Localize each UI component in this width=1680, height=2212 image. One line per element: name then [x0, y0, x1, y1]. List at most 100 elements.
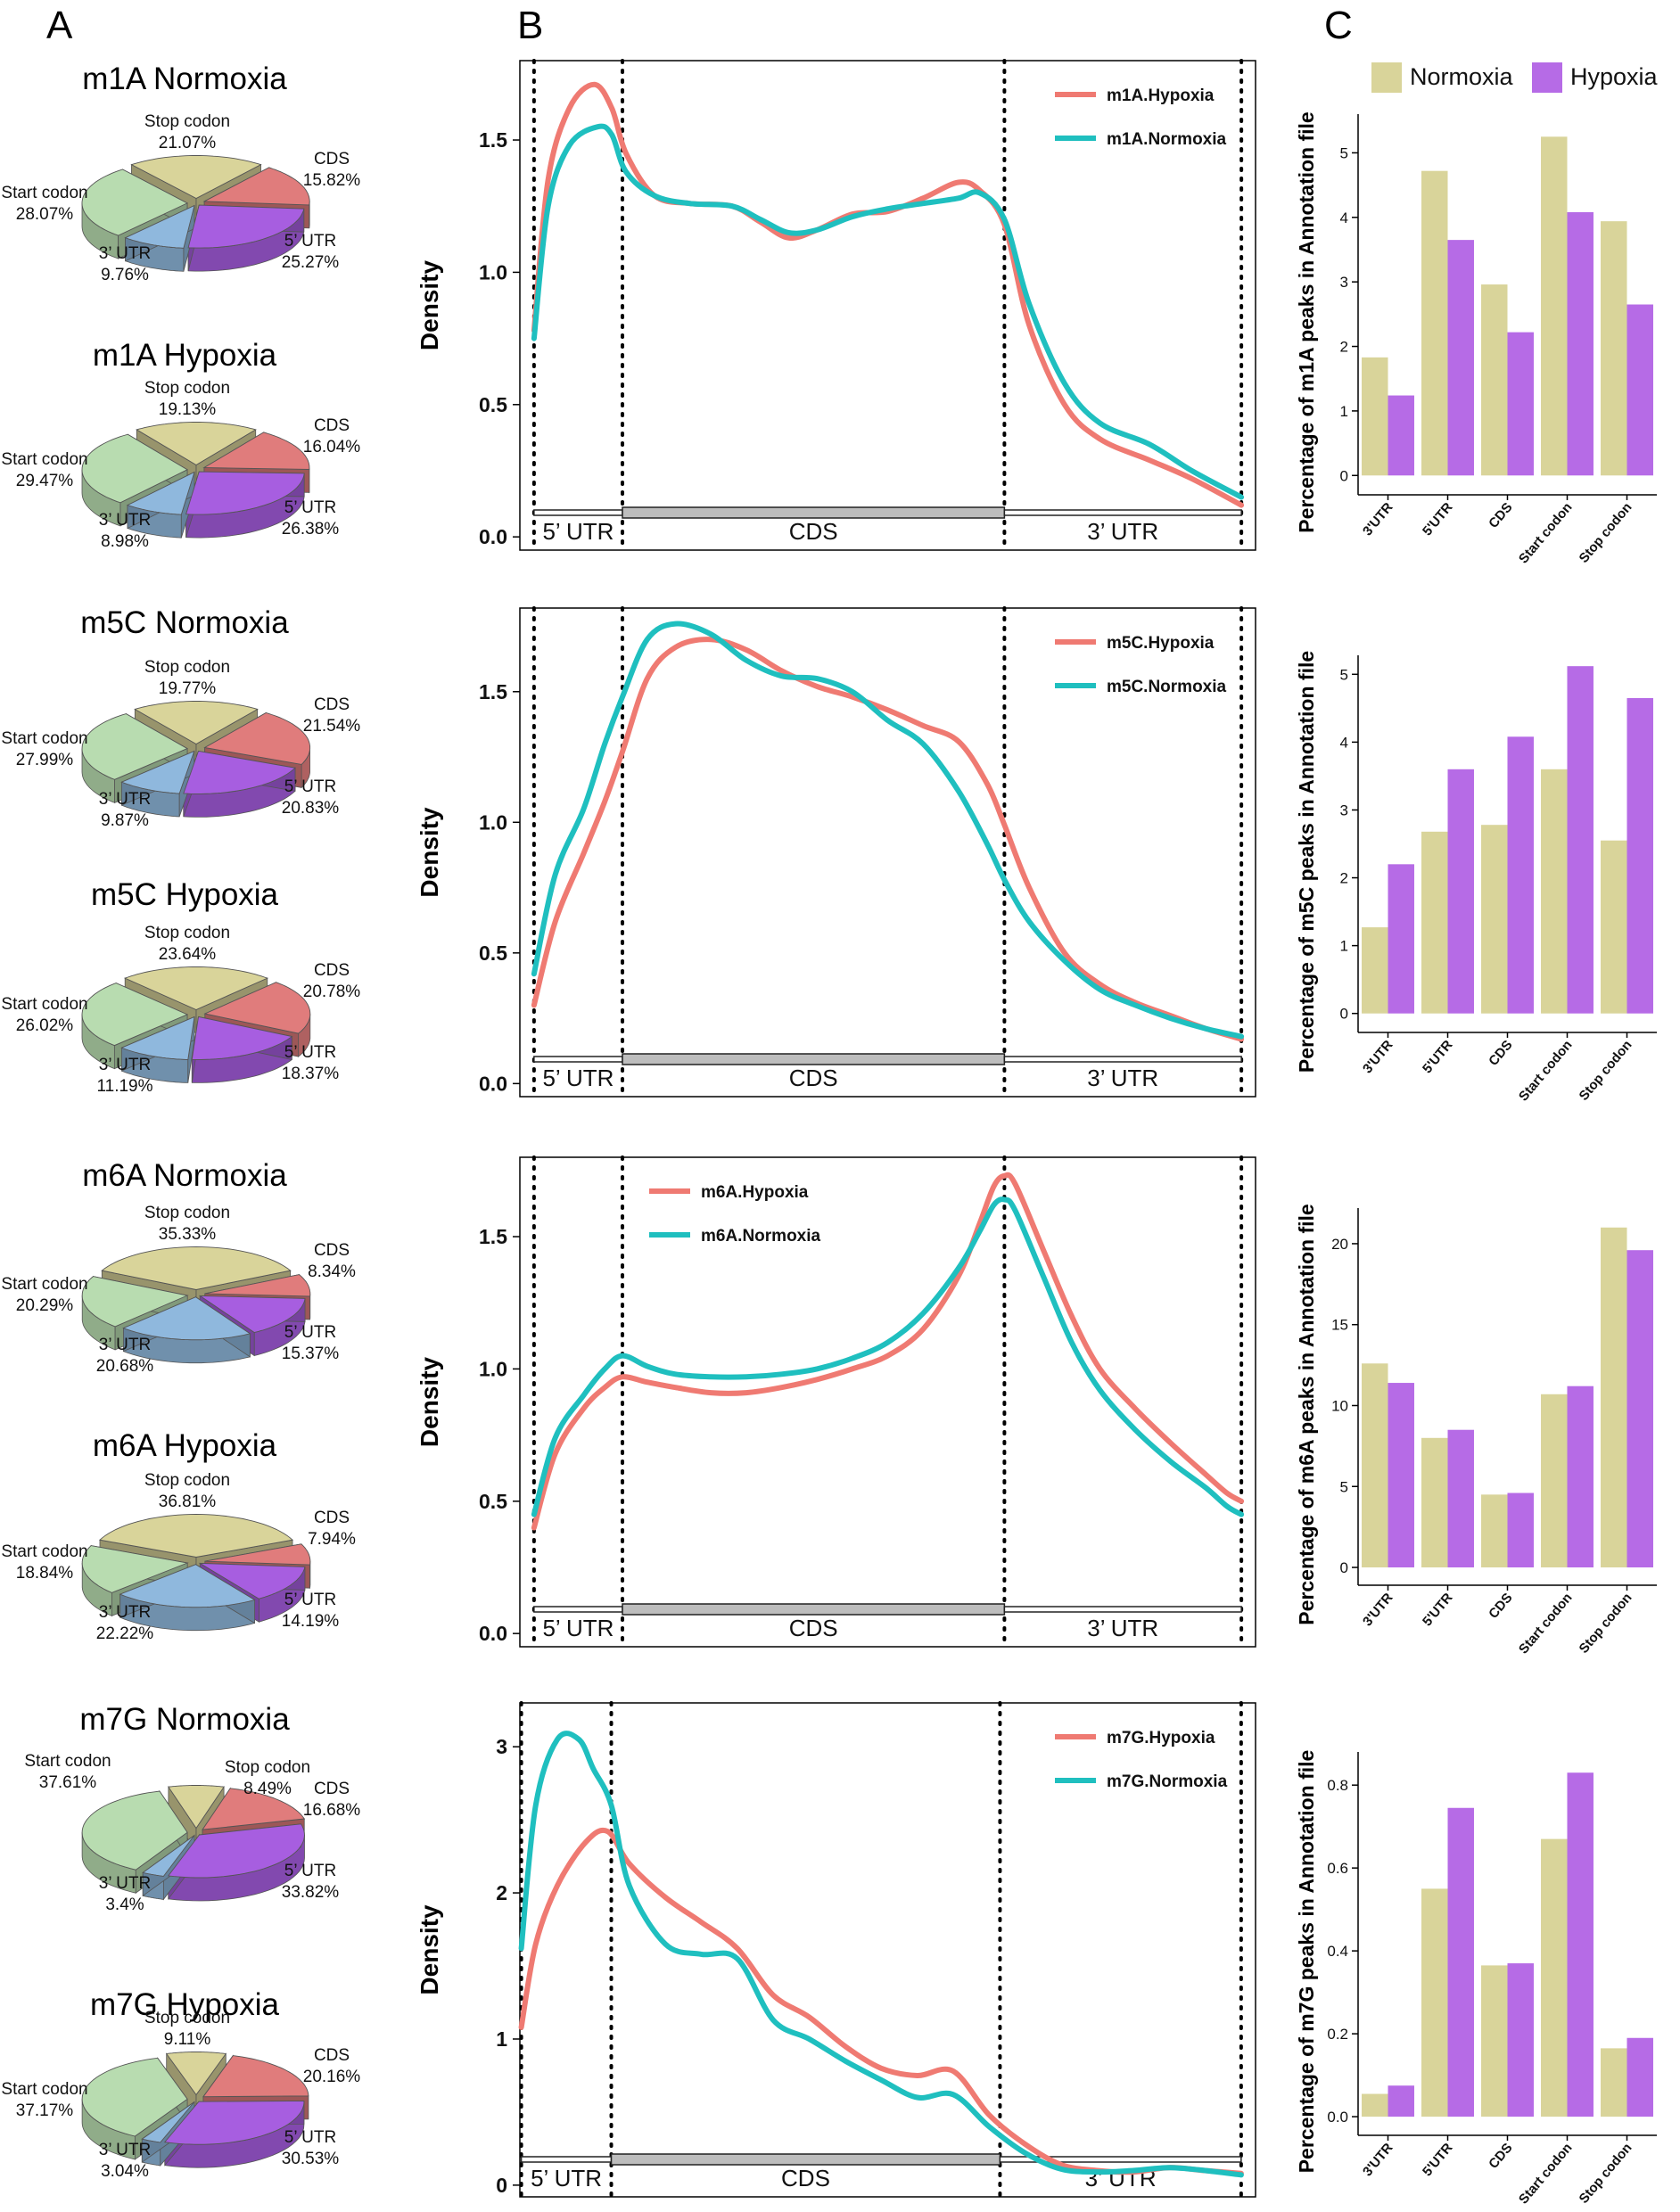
pie-label-name: Stop codon — [225, 1758, 310, 1777]
pie-title: m6A Hypoxia — [93, 1428, 277, 1463]
pie-label-name: CDS — [314, 1509, 350, 1527]
bar-hypoxia-5-utr — [1447, 240, 1474, 476]
legend-label-m5c-normoxia: m5C.Normoxia — [1107, 678, 1227, 696]
pie-label-name: CDS — [314, 1241, 350, 1260]
line-series-m6a-hypoxia — [531, 1172, 1245, 1531]
pie-label-value: 9.87% — [101, 811, 149, 830]
region-bar-cds — [610, 2153, 1001, 2166]
bar-hypoxia-start-codon — [1567, 212, 1594, 476]
y-tick-label: 0 — [1340, 1006, 1348, 1023]
pie-slice-stop-codon — [165, 2052, 227, 2096]
region-label-3utr: 3’ UTR — [1087, 1065, 1158, 1091]
pie-label-name: 5’ UTR — [284, 232, 336, 251]
pie-slice-cds — [202, 1788, 306, 1830]
legend-label-m5c-hypoxia: m5C.Hypoxia — [1107, 634, 1215, 653]
y-tick-label: 20 — [1331, 1236, 1348, 1253]
y-tick-label: 0.4 — [1327, 1943, 1348, 1960]
y-axis-title: Density — [416, 1904, 443, 1995]
region-label-5utr: 5’ UTR — [542, 518, 614, 545]
bar-normoxia-5-utr — [1421, 170, 1448, 476]
pie-label-name: 5’ UTR — [284, 498, 336, 517]
y-tick-label: 0.5 — [479, 393, 507, 416]
pie-label-value: 26.02% — [16, 1016, 74, 1035]
pie-label-name: 5’ UTR — [284, 2128, 336, 2147]
bar-hypoxia-5-utr — [1447, 1807, 1474, 2117]
y-tick-label: 3 — [1340, 802, 1348, 818]
region-bar-3utr — [999, 2156, 1242, 2163]
bar-hypoxia-stop-codon — [1626, 304, 1653, 476]
pie-label-value: 15.37% — [282, 1344, 340, 1363]
legend-label-m1a-normoxia: m1A.Normoxia — [1107, 130, 1227, 149]
y-tick-label: 1.0 — [479, 1357, 507, 1380]
pie-label-value: 28.07% — [16, 205, 74, 224]
pie-slice-stop-codon — [130, 155, 262, 200]
legend-swatch-hypoxia — [1532, 62, 1562, 93]
y-tick-label: 1 — [1340, 938, 1348, 955]
pie-label-value: 3.04% — [101, 2162, 149, 2181]
pie-label-value: 16.68% — [303, 1801, 361, 1820]
bar-hypoxia-3-utr — [1388, 2085, 1414, 2117]
pie-label-name: CDS — [314, 1780, 350, 1798]
region-label-cds: CDS — [789, 1065, 838, 1091]
y-tick-label: 0.5 — [479, 942, 507, 965]
pie-slice-3-utr — [119, 1564, 256, 1608]
pie-slice-5-utr — [167, 1823, 305, 1879]
region-bar-5utr — [533, 1056, 623, 1063]
bar-hypoxia-cds — [1507, 1492, 1534, 1568]
pie-slice-cds — [202, 432, 310, 470]
bar-normoxia-stop-codon — [1601, 840, 1627, 1014]
bar-hypoxia-3-utr — [1388, 1383, 1414, 1568]
y-tick-label: 5 — [1340, 1478, 1348, 1495]
pie-label-value: 7.94% — [308, 1530, 356, 1549]
y-tick-label: 5 — [1340, 144, 1348, 161]
pie-label-value: 20.78% — [303, 983, 361, 1001]
y-tick-label: 1 — [496, 2027, 507, 2051]
pie-label-name: 3’ UTR — [99, 790, 151, 809]
region-label-cds: CDS — [789, 1615, 838, 1641]
density-plot-3: 0.0 0.5 1.0 1.5 Density 5’ UTR CDS 3’ UTR m6A.Hy… — [416, 1155, 1256, 1649]
pie-slice-start-codon — [81, 433, 188, 504]
panel-b-density-plots: 0.0 0.5 1.0 1.5 Density 5’ UTR CDS 3’ UTR m1A.Hy… — [416, 59, 1256, 2199]
legend-label-m7g-normoxia: m7G.Normoxia — [1107, 1772, 1228, 1791]
pie-label-value: 8.34% — [308, 1262, 356, 1281]
pie-label-value: 19.77% — [159, 679, 217, 698]
region-label-3utr: 3’ UTR — [1087, 518, 1158, 545]
bar-normoxia-3-utr — [1362, 357, 1388, 476]
pie-label-value: 37.61% — [39, 1773, 97, 1792]
panel-a-pie-charts: m1A Normoxia Stop codon 21.07% CDS 15.82% 5’ … — [1, 62, 360, 2181]
y-axis-title: Percentage of m7G peaks in Annotation fi… — [1295, 1750, 1318, 2174]
y-axis-title: Density — [416, 807, 443, 898]
y-tick-label: 0.8 — [1327, 1777, 1348, 1794]
pie-label-value: 36.81% — [159, 1492, 217, 1511]
pie-slice-5-utr — [198, 1562, 306, 1599]
plot-frame — [519, 607, 1256, 1098]
pie-chart-m7g-normoxia: m7G Normoxia Stop codon 8.49% CDS 16.68% 5’ U… — [24, 1702, 360, 1914]
pie-label-name: CDS — [314, 150, 350, 169]
bar-normoxia-3-utr — [1362, 1363, 1388, 1568]
y-axis-title: Percentage of m1A peaks in Annotation fi… — [1295, 111, 1318, 532]
pie-slice-cds — [204, 1274, 311, 1297]
line-series-m5c-normoxia — [531, 621, 1245, 1040]
y-tick-label: 1.0 — [479, 810, 507, 834]
pie-title: m5C Normoxia — [80, 605, 289, 640]
bar-hypoxia-stop-codon — [1626, 1250, 1653, 1568]
region-label-3utr: 3’ UTR — [1087, 1615, 1158, 1641]
pie-slice-cds — [203, 712, 311, 765]
y-tick-label: 3 — [1340, 274, 1348, 291]
pie-label-name: Stop codon — [144, 1204, 230, 1222]
region-label-5utr: 5’ UTR — [531, 2165, 602, 2191]
pie-label-value: 8.98% — [101, 532, 149, 551]
y-axis-title: Percentage of m5C peaks in Annotation fi… — [1295, 651, 1318, 1073]
pie-label-name: 3’ UTR — [99, 1056, 151, 1074]
pie-slice-3-utr — [124, 204, 195, 249]
y-tick-label: 0.0 — [1327, 2109, 1348, 2126]
pie-label-name: Stop codon — [144, 658, 230, 677]
bar-normoxia-start-codon — [1541, 136, 1568, 476]
region-label-cds: CDS — [781, 2165, 830, 2191]
pie-slice-start-codon — [81, 713, 189, 780]
pie-slice-5-utr — [183, 750, 297, 794]
bar-normoxia-stop-codon — [1601, 2048, 1627, 2117]
legend-label-normoxia: Normoxia — [1410, 63, 1514, 90]
region-bar-3utr — [1003, 1606, 1242, 1613]
